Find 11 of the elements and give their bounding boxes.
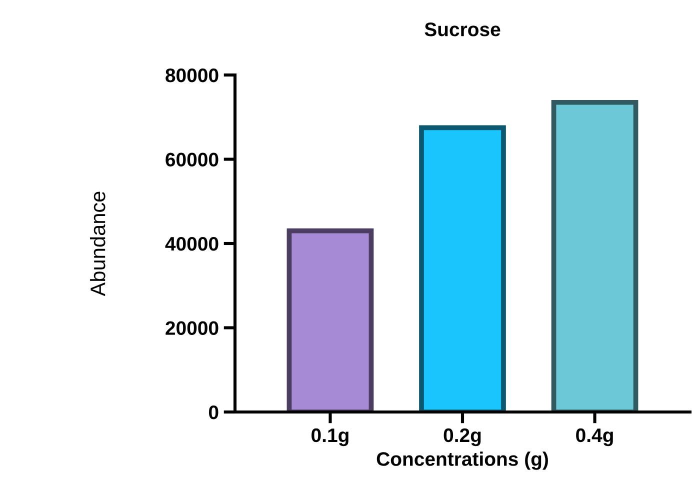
x-tick-label: 0.1g	[312, 428, 348, 446]
y-tick-label: 60000	[166, 152, 218, 166]
chart-title: Sucrose	[424, 22, 500, 36]
x-axis-title: Concentrations (g)	[376, 452, 548, 470]
y-tick-label: 40000	[165, 236, 218, 251]
x-tick-label: 0.4g	[576, 428, 613, 446]
y-tick-label: 80000	[166, 68, 218, 82]
y-tick-label: 0	[208, 405, 218, 420]
y-tick-label: 20000	[166, 321, 218, 335]
y-axis-title: Abundance	[90, 192, 106, 296]
x-tick-label: 0.2g	[444, 428, 481, 446]
